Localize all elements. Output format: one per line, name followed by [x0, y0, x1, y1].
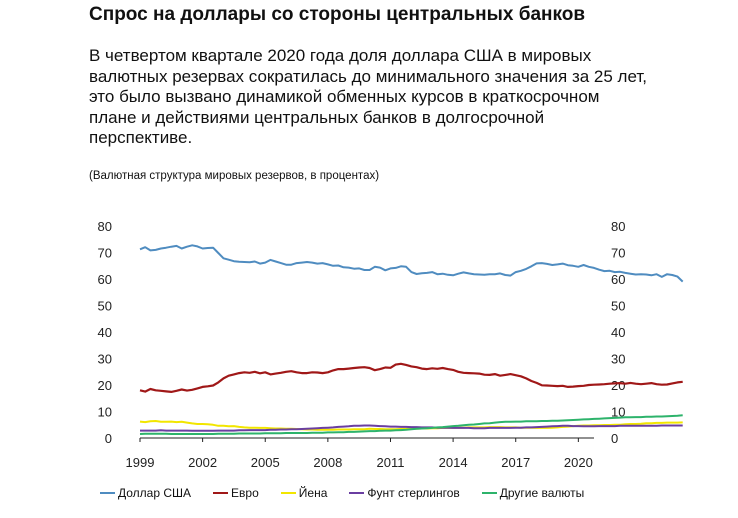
legend-item-0: Доллар США — [100, 486, 191, 500]
legend-item-4: Другие валюты — [481, 486, 585, 500]
legend-item-1: Евро — [213, 486, 259, 500]
x-tick-label: 2020 — [564, 455, 593, 470]
series-line-0 — [139, 244, 684, 283]
legend-label: Евро — [231, 486, 259, 500]
legend-label: Фунт стерлингов — [367, 486, 460, 500]
x-tick-label: 2014 — [439, 455, 468, 470]
legend-item-2: Йена — [280, 486, 328, 500]
x-tick-label: 2008 — [313, 455, 342, 470]
units-note: (Валютная структура мировых резервов, в … — [89, 170, 380, 182]
legend-swatch — [213, 492, 229, 494]
series-line-1 — [139, 362, 683, 393]
y-tick-label-right: 70 — [611, 246, 625, 261]
legend-swatch — [481, 492, 497, 494]
x-tick-label: 2017 — [501, 455, 530, 470]
series-lines — [139, 244, 684, 435]
y-tick-label-right: 50 — [611, 299, 625, 314]
legend-swatch — [100, 492, 115, 494]
y-tick-label-right: 30 — [611, 352, 625, 367]
y-tick-label-right: 80 — [611, 219, 625, 234]
y-tick-label-left: 0 — [105, 431, 112, 446]
y-tick-label-right: 40 — [611, 325, 625, 340]
y-tick-label-right: 10 — [611, 405, 625, 420]
y-tick-label-left: 20 — [98, 378, 112, 393]
series-line-4 — [139, 414, 683, 435]
legend-label: Другие валюты — [499, 486, 585, 500]
x-tick-label: 1999 — [126, 455, 155, 470]
y-tick-label-right: 60 — [611, 272, 625, 287]
x-tick-label: 2011 — [376, 455, 404, 470]
legend-swatch — [349, 492, 365, 494]
y-tick-label-left: 10 — [98, 405, 112, 420]
y-tick-label-left: 60 — [98, 272, 112, 287]
legend: Доллар США Евро Йена Фунт стерлингов Другие … — [100, 486, 606, 500]
chart-title: Спрос на доллары со стороны центральных … — [89, 4, 586, 25]
y-tick-label-left: 40 — [98, 325, 112, 340]
x-tick-label: 2005 — [251, 455, 280, 470]
y-tick-label-left: 50 — [98, 299, 112, 314]
y-tick-label-right: 0 — [611, 431, 618, 446]
y-tick-label-left: 80 — [98, 219, 112, 234]
legend-swatch — [280, 492, 296, 494]
x-tick-label: 2002 — [188, 455, 217, 470]
legend-item-3: Фунт стерлингов — [349, 486, 460, 500]
legend-label: Доллар США — [118, 486, 192, 500]
y-tick-label-left: 70 — [98, 246, 112, 261]
legend-label: Йена — [298, 486, 328, 500]
y-tick-label-right: 20 — [611, 378, 625, 393]
chart-subtitle: В четвертом квартале 2020 года доля долл… — [89, 46, 647, 147]
series-line-3 — [140, 424, 683, 432]
y-tick-label-left: 30 — [98, 352, 112, 367]
